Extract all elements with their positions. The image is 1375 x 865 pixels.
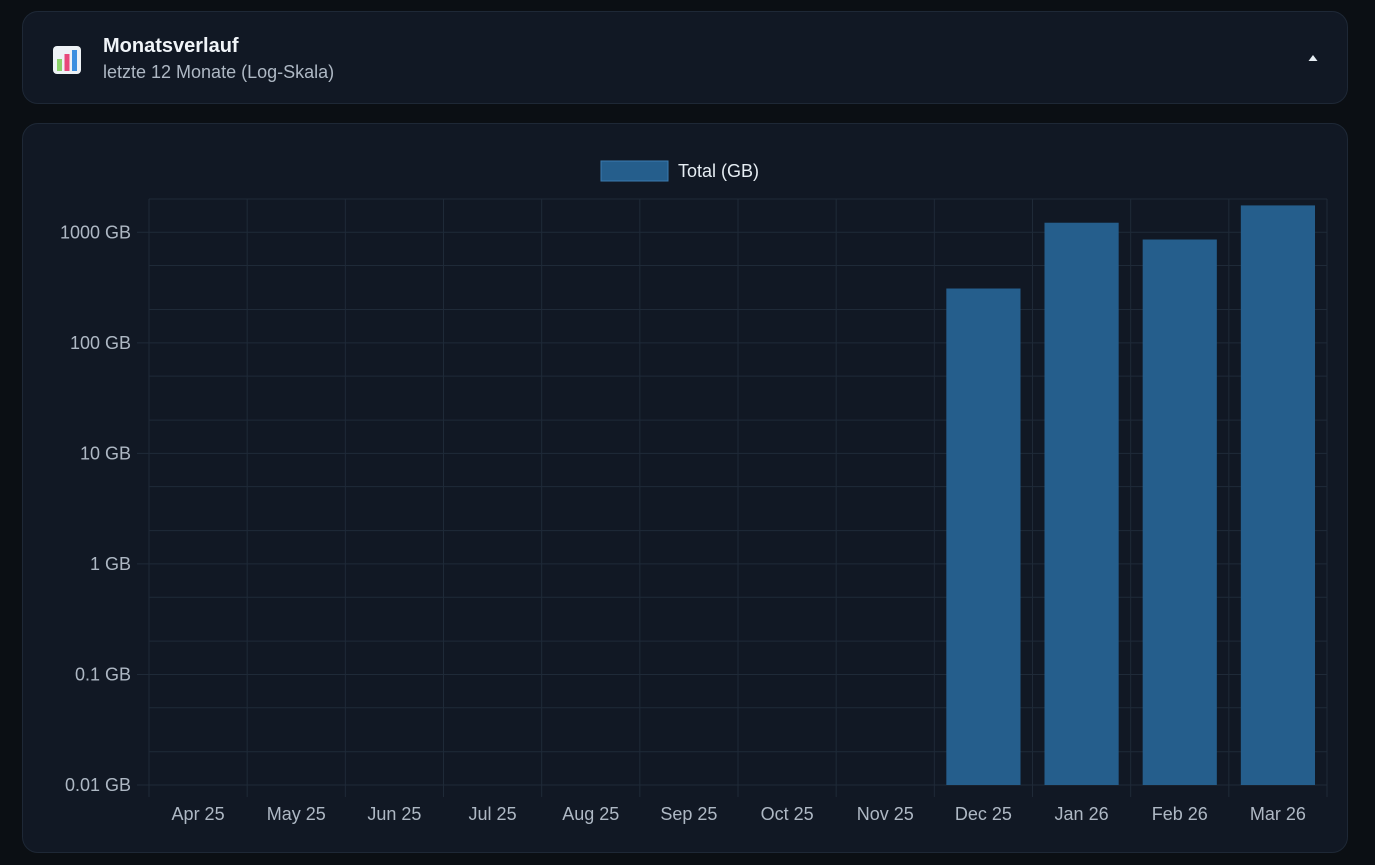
x-tick-label: Mar 26 xyxy=(1250,804,1306,824)
x-tick-label: Apr 25 xyxy=(172,804,225,824)
bar xyxy=(946,288,1021,785)
bar-chart-icon xyxy=(53,46,81,74)
bar-chart: 0.01 GB 0.1 GB 1 GB 10 GB 100 GB 1000 GB Apr 2… xyxy=(60,160,1328,824)
header-card: Monatsverlauf letzte 12 Monate (Log-Skal… xyxy=(22,11,1348,104)
x-tick-label: Sep 25 xyxy=(660,804,717,824)
x-tick-label: May 25 xyxy=(267,804,326,824)
y-tick-label: 100 GB xyxy=(70,333,131,353)
x-tick-label: Feb 26 xyxy=(1152,804,1208,824)
x-tick-label: Jan 26 xyxy=(1055,804,1109,824)
y-tick-label: 0.1 GB xyxy=(75,664,131,684)
x-tick-label: Aug 25 xyxy=(562,804,619,824)
x-tick-label: Jun 25 xyxy=(367,804,421,824)
x-tick-label: Oct 25 xyxy=(761,804,814,824)
y-tick-label: 0.01 GB xyxy=(65,775,131,795)
chart-card: 0.01 GB 0.1 GB 1 GB 10 GB 100 GB 1000 GB Apr 2… xyxy=(22,123,1348,853)
y-tick-label: 10 GB xyxy=(80,443,131,463)
bar xyxy=(1142,239,1217,785)
x-tick-label: Nov 25 xyxy=(857,804,914,824)
bar xyxy=(1044,222,1119,786)
legend-swatch xyxy=(600,160,669,182)
y-tick-label: 1000 GB xyxy=(60,222,131,242)
x-tick-label: Dec 25 xyxy=(955,804,1012,824)
y-tick-label: 1 GB xyxy=(90,554,131,574)
x-tick-label: Jul 25 xyxy=(469,804,517,824)
bar xyxy=(1240,205,1315,785)
panel-subtitle: letzte 12 Monate (Log-Skala) xyxy=(103,62,335,82)
caret-up-icon[interactable] xyxy=(1305,50,1321,66)
panel-title: Monatsverlauf xyxy=(103,35,239,57)
legend-label: Total (GB) xyxy=(678,161,759,181)
